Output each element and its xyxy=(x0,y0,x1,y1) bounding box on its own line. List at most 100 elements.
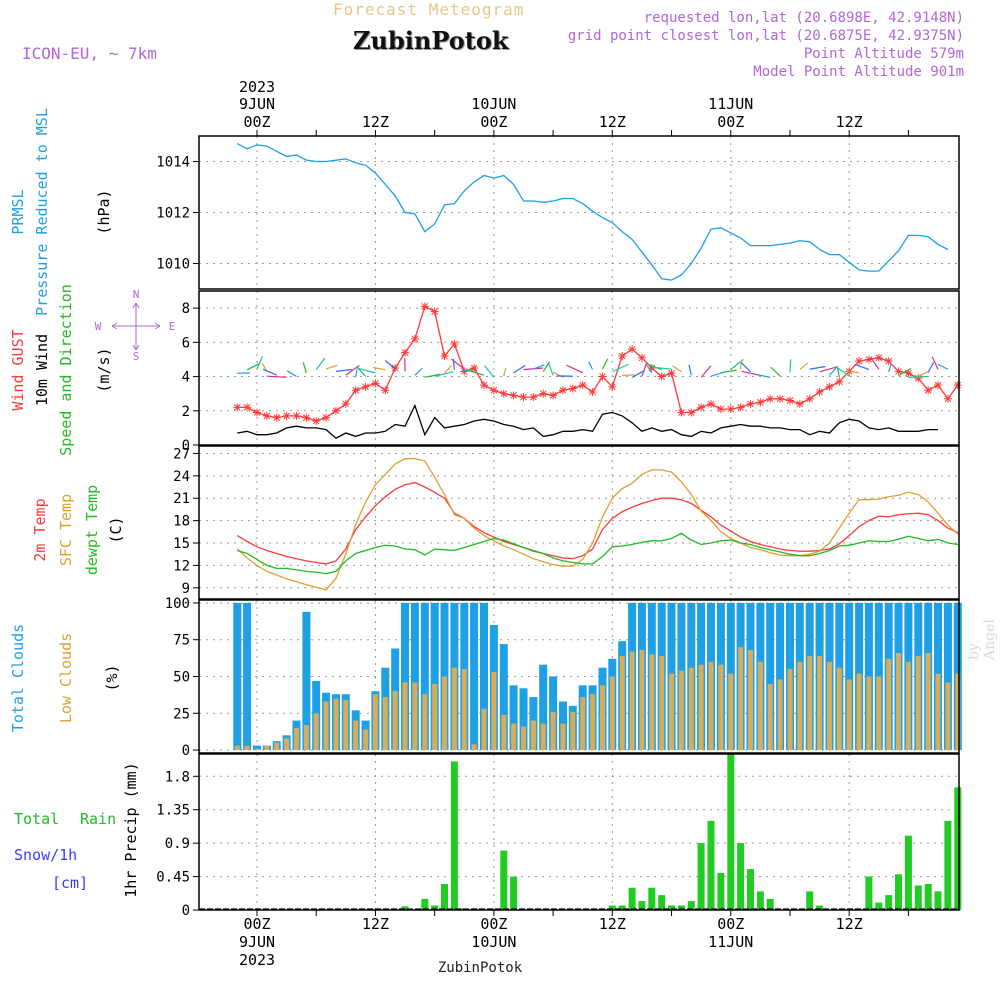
wind-direction-arrow xyxy=(356,367,376,374)
gust-marker xyxy=(697,403,706,412)
low-cloud-bar xyxy=(481,708,487,751)
y-tick-label: 1014 xyxy=(156,155,190,171)
panel-frame xyxy=(198,599,960,754)
wind-direction-arrow xyxy=(246,362,261,371)
gust-marker xyxy=(539,389,548,398)
bottom-time-hour-label: 00Z xyxy=(243,915,270,933)
total-cloud-bar xyxy=(776,602,785,750)
gust-marker xyxy=(943,394,952,403)
gust-marker xyxy=(322,413,331,422)
gust-marker xyxy=(529,393,538,402)
series-line xyxy=(236,481,959,565)
low-cloud-bar xyxy=(382,697,388,751)
precip-bar xyxy=(677,905,685,910)
bottom-time-date-label: 10JUN xyxy=(471,933,516,951)
bottom-time-date-label: 9JUN xyxy=(239,933,275,951)
gust-marker xyxy=(884,357,893,366)
compass-rose-icon xyxy=(111,302,161,351)
temperature-panel: 9 12 15 18 21 24 27 2m Temp SFC Temp dewpt Temp (C… xyxy=(31,445,960,600)
precip-axis-label: 1hr Precip (mm) xyxy=(122,762,140,897)
gust-marker xyxy=(805,394,814,403)
precip-bar xyxy=(510,876,518,910)
wind-direction-arrow xyxy=(869,356,880,370)
wind-direction-arrow xyxy=(414,367,423,376)
wind-direction-arrow xyxy=(835,366,850,377)
low-cloud-bar xyxy=(659,655,665,751)
total-cloud-bar xyxy=(845,602,854,750)
wind-direction-arrow xyxy=(373,366,386,371)
gust-marker xyxy=(934,381,943,390)
precip-bar xyxy=(608,905,616,910)
y-tick-label: 27 xyxy=(173,446,190,462)
bottom-time-hour-label: 12Z xyxy=(599,915,626,933)
wind-direction-arrow xyxy=(424,373,441,378)
wind-direction-arrow xyxy=(688,364,692,376)
low-cloud-bar xyxy=(580,697,586,751)
wind-direction-arrow xyxy=(256,356,264,370)
low-cloud-bar xyxy=(856,673,862,751)
gust-marker xyxy=(440,352,449,361)
gust-marker xyxy=(578,381,587,390)
gust-marker xyxy=(588,387,597,396)
low-cloud-bar xyxy=(303,725,309,750)
wind-direction-arrow xyxy=(325,364,338,370)
total-cloud-bar xyxy=(943,602,952,750)
gust-marker xyxy=(430,307,439,316)
low-cloud-bar xyxy=(955,673,961,751)
precip-bar xyxy=(500,850,508,910)
pressure-axis-label: Pressure Reduced to MSL xyxy=(33,108,51,316)
top-time-date-label: 10JUN xyxy=(471,95,516,113)
gust-marker xyxy=(914,374,923,383)
precip-bar xyxy=(727,754,735,910)
low-cloud-bar xyxy=(432,683,438,751)
low-cloud-bar xyxy=(797,661,803,751)
y-tick-label: 8 xyxy=(182,301,190,317)
low-cloud-bar xyxy=(886,658,892,750)
wind-direction-arrow xyxy=(601,358,609,370)
precip-bar xyxy=(904,835,912,910)
low-cloud-bar xyxy=(945,682,951,751)
wind-direction-arrow xyxy=(908,375,929,379)
y-tick-label: 0 xyxy=(182,743,190,759)
precip-total-label: Total xyxy=(14,810,59,828)
compass-north-label: N xyxy=(133,288,140,301)
temperature-axis-label: SFC Temp xyxy=(57,494,75,566)
gust-marker xyxy=(716,405,725,414)
gust-marker xyxy=(647,364,656,372)
gust-marker xyxy=(460,367,469,376)
gust-marker xyxy=(726,405,735,414)
gust-marker xyxy=(272,413,281,422)
precip-bar xyxy=(717,872,725,910)
low-cloud-bar xyxy=(264,745,270,750)
low-cloud-bar xyxy=(511,723,517,751)
wind-direction-arrow xyxy=(931,356,939,370)
low-cloud-bar xyxy=(274,742,280,751)
low-cloud-bar xyxy=(560,723,566,751)
gust-marker xyxy=(489,386,498,395)
wind-direction-arrow xyxy=(631,369,645,378)
low-cloud-bar xyxy=(698,664,704,750)
gust-marker xyxy=(894,367,903,376)
y-tick-label: 100 xyxy=(165,596,190,612)
total-cloud-bar xyxy=(233,602,242,750)
bottom-time-hour-label: 12Z xyxy=(362,915,389,933)
wind-axis-label: Speed and Direction xyxy=(57,284,75,456)
wind-direction-arrow xyxy=(672,365,682,373)
low-cloud-bar xyxy=(669,673,674,751)
gust-marker xyxy=(746,399,755,408)
wind-direction-arrow xyxy=(588,361,594,370)
low-cloud-bar xyxy=(905,661,911,751)
wind-direction-arrow xyxy=(927,361,935,373)
wind-direction-arrow xyxy=(335,368,352,372)
low-cloud-bar xyxy=(491,672,497,751)
low-cloud-bar xyxy=(748,650,753,750)
wind-direction-arrow xyxy=(646,364,653,374)
gust-marker xyxy=(253,408,261,417)
wind-direction-arrow xyxy=(854,363,870,370)
top-time-hour-label: 12Z xyxy=(362,113,389,131)
wind-direction-arrow xyxy=(513,364,526,374)
precip-bar xyxy=(895,874,902,910)
total-cloud-bar xyxy=(874,602,883,750)
low-cloud-bar xyxy=(925,653,931,751)
